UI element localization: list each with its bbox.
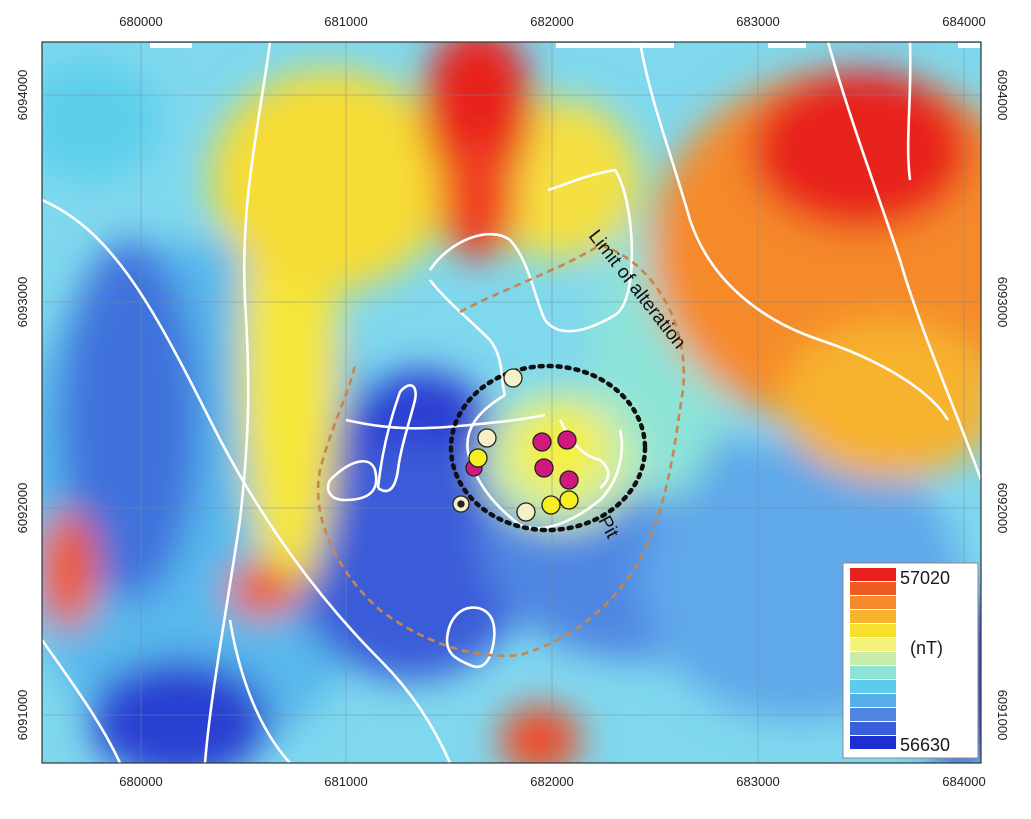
y-tick-label: 6091000: [15, 690, 30, 741]
sample-point-yellow: [468, 448, 488, 468]
y-tick-label: 6092000: [995, 483, 1010, 534]
sample-point-magenta: [532, 432, 552, 452]
x-tick-label: 681000: [324, 14, 367, 29]
y-tick-label: 6094000: [15, 70, 30, 121]
legend-swatch: [850, 694, 896, 707]
legend-swatch: [850, 652, 896, 665]
legend-swatch: [850, 610, 896, 623]
y-tick-label: 6091000: [995, 690, 1010, 741]
frame-marks: [150, 43, 980, 48]
x-tick-label: 682000: [530, 774, 573, 789]
x-tick-label: 680000: [119, 774, 162, 789]
x-tick-label: 681000: [324, 774, 367, 789]
legend-swatch: [850, 638, 896, 651]
legend-swatch: [850, 624, 896, 637]
x-tick-label: 683000: [736, 14, 779, 29]
sample-point-yellow: [559, 490, 579, 510]
coordinate-grid: [42, 42, 981, 763]
sample-point-cream: [516, 502, 536, 522]
x-tick-label: 684000: [942, 774, 985, 789]
feature-lines: [42, 42, 981, 763]
sample-point-cream: [503, 368, 523, 388]
x-tick-label: 683000: [736, 774, 779, 789]
legend-unit-label: (nT): [910, 638, 943, 658]
sample-point-magenta: [557, 430, 577, 450]
map-frame: [41, 41, 982, 764]
legend-swatch: [850, 568, 896, 581]
legend-min-label: 56630: [900, 735, 950, 755]
legend-swatches: [850, 568, 896, 749]
y-tick-label: 6092000: [15, 483, 30, 534]
sample-point-magenta: [534, 458, 554, 478]
sample-point-dark: [457, 500, 465, 508]
y-tick-label: 6093000: [995, 277, 1010, 328]
x-tick-label: 684000: [942, 14, 985, 29]
pit-boundary: [448, 363, 648, 533]
y-tick-label: 6094000: [995, 70, 1010, 121]
legend-swatch: [850, 582, 896, 595]
legend-max-label: 57020: [900, 568, 950, 588]
legend-swatch: [850, 666, 896, 679]
sample-point-cream: [477, 428, 497, 448]
x-axis-top: 680000 681000 682000 683000 684000: [119, 14, 985, 29]
sample-points: [452, 368, 579, 522]
sample-point-magenta: [559, 470, 579, 490]
y-tick-label: 6093000: [15, 277, 30, 328]
legend: 57020 (nT) 56630: [842, 562, 979, 759]
legend-swatch: [850, 722, 896, 735]
x-tick-label: 680000: [119, 14, 162, 29]
x-tick-label: 682000: [530, 14, 573, 29]
sample-point-yellow: [541, 495, 561, 515]
x-axis-bottom: 680000 681000 682000 683000 684000: [119, 774, 985, 789]
legend-swatch: [850, 680, 896, 693]
legend-swatch: [850, 736, 896, 749]
y-axis-right: 6094000 6093000 6092000 6091000: [995, 70, 1010, 741]
legend-swatch: [850, 596, 896, 609]
legend-swatch: [850, 708, 896, 721]
y-axis-left: 6094000 6093000 6092000 6091000: [15, 70, 30, 741]
limit-of-alteration-boundary: [316, 243, 686, 658]
